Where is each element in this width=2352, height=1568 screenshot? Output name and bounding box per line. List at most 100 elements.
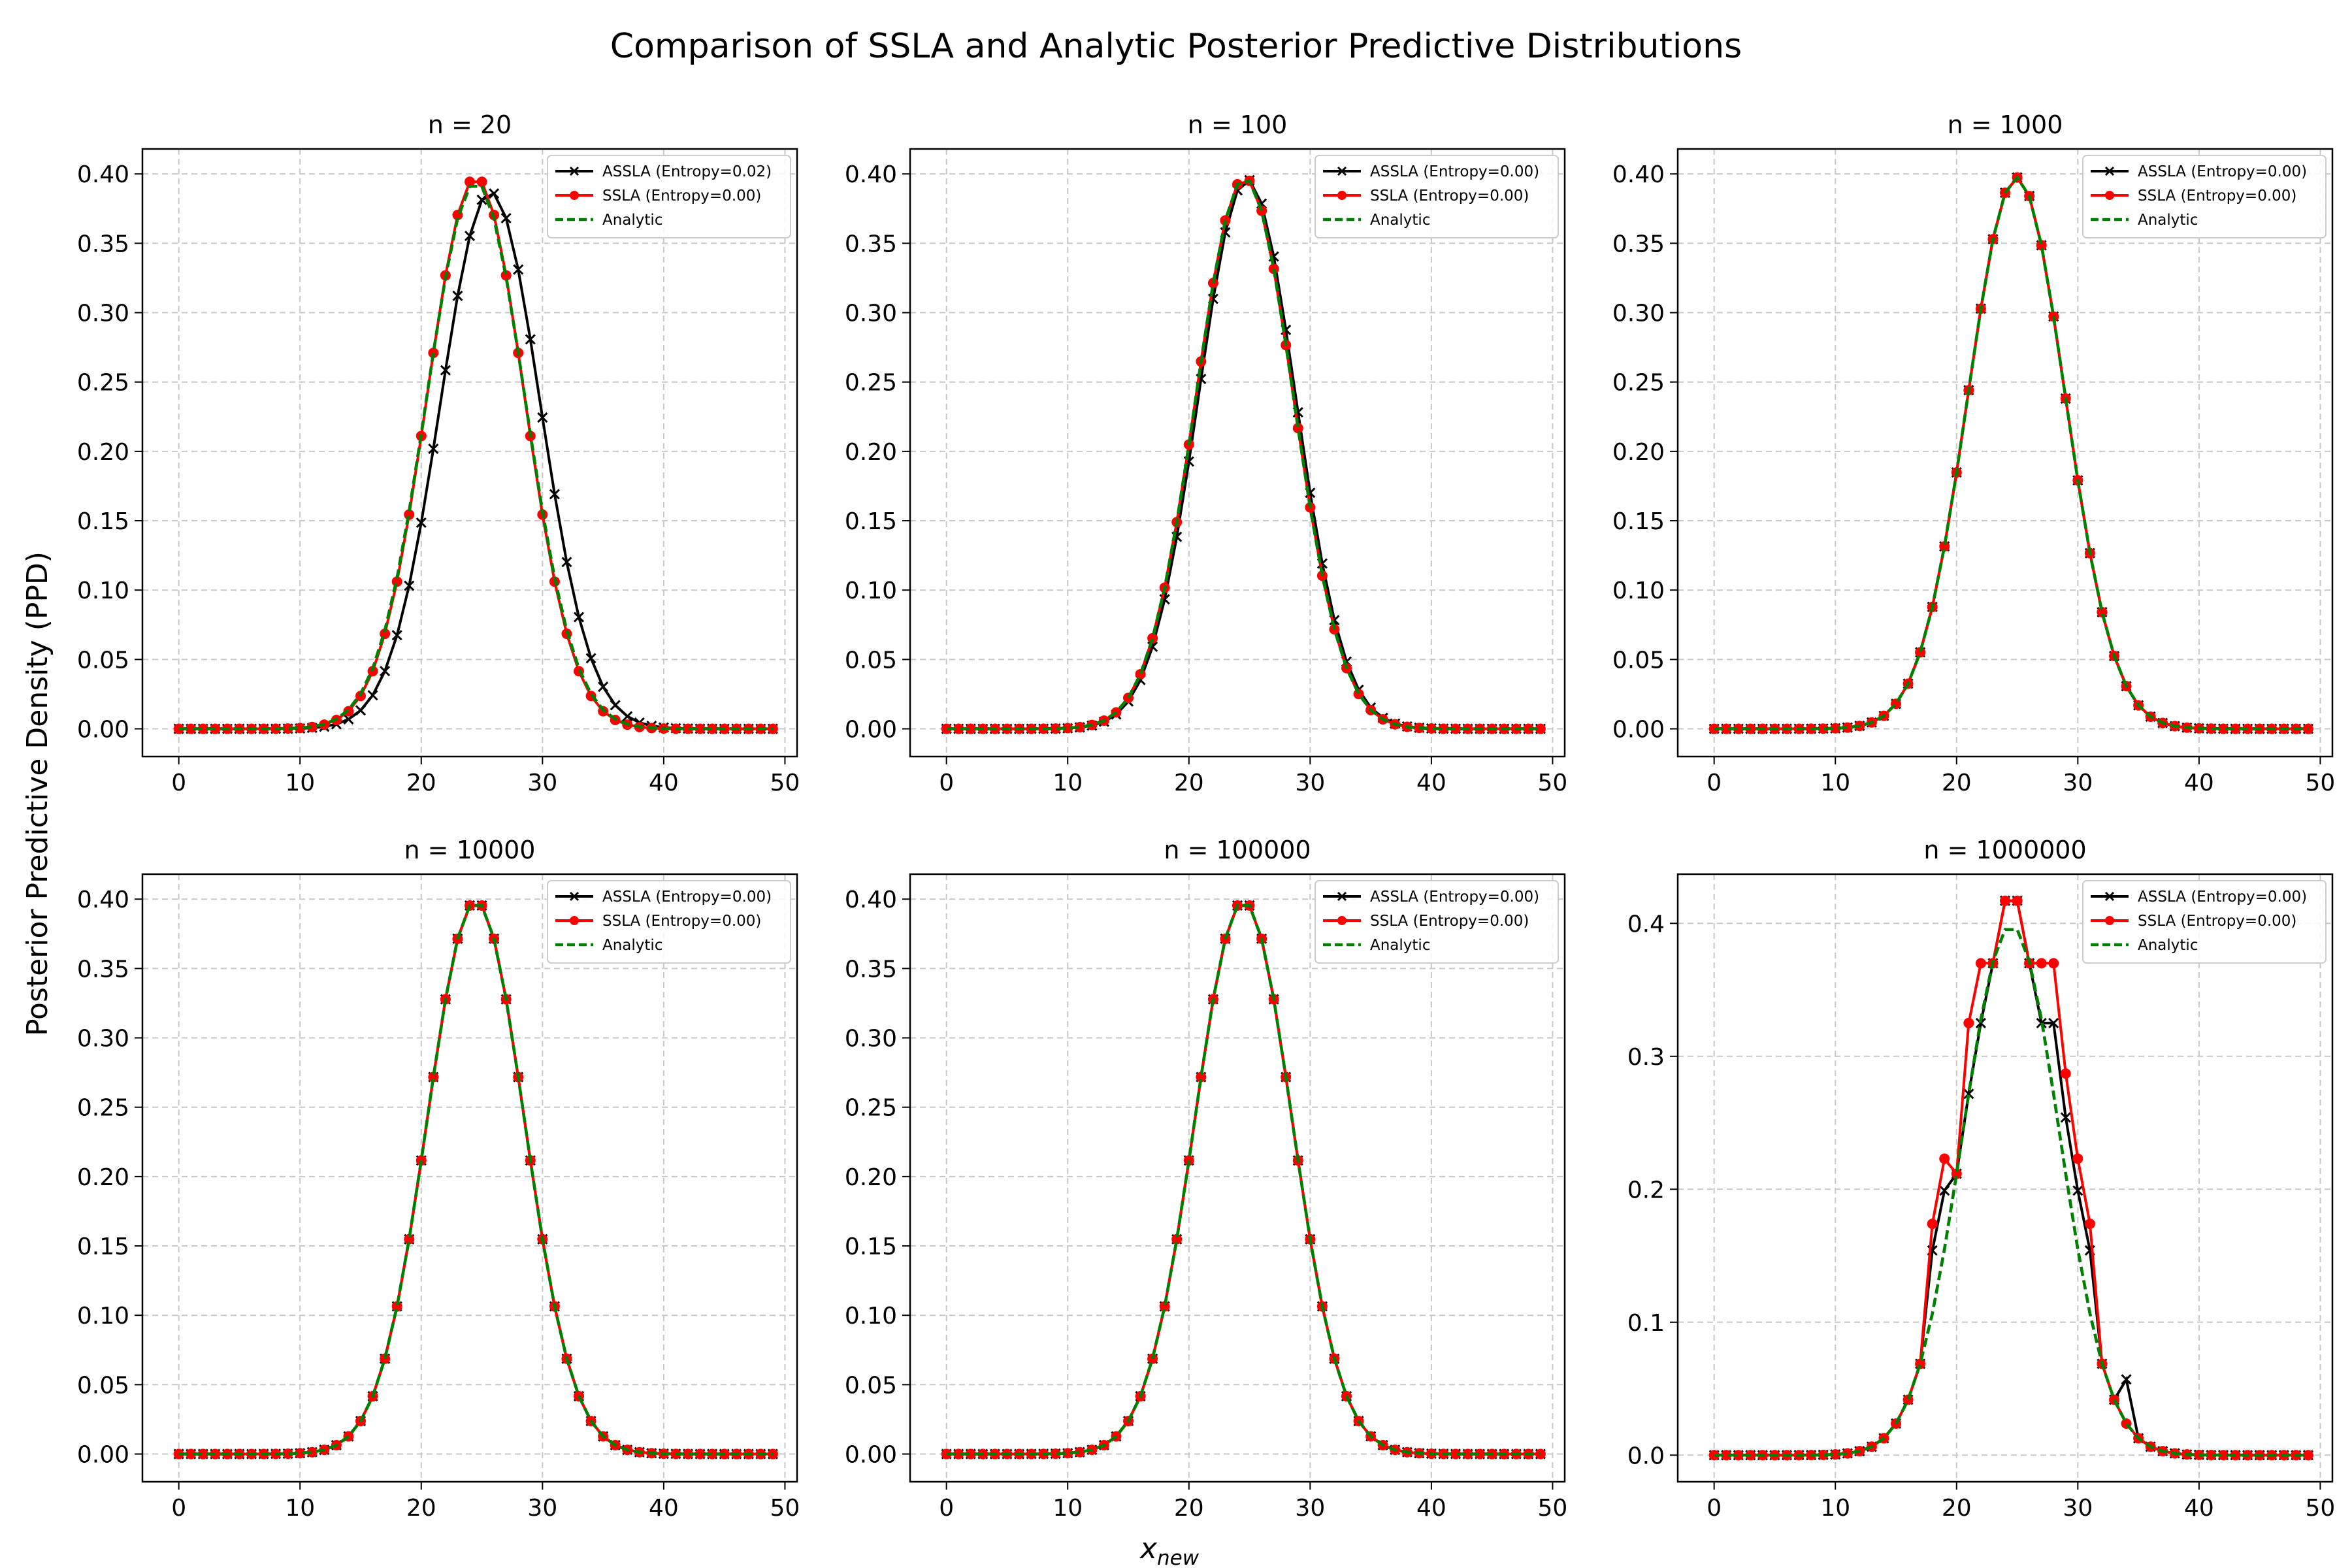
subplot-title: n = 1000 [1948,110,2063,139]
ssla-point [404,509,415,520]
y-tick-label: 0.15 [77,1233,129,1260]
legend-marker-assla [569,891,580,902]
x-tick-label: 50 [2306,1495,2336,1522]
ssla-point [306,721,318,732]
ssla-point [1062,723,1073,734]
ssla-point [1733,723,1744,734]
y-tick-label: 0.1 [1627,1310,1665,1337]
x-tick-label: 0 [939,770,954,796]
y-tick-label: 0.05 [77,647,129,674]
ssla-point [282,1448,293,1460]
x-tick-label: 20 [1174,770,1204,796]
y-tick-label: 0.25 [1612,370,1665,397]
assla-point [500,212,512,223]
ssla-point [295,723,306,734]
y-tick-label: 0.4 [1627,911,1665,938]
legend-label: SSLA (Entropy=0.00) [1370,188,1529,204]
y-tick-label: 0.20 [77,439,129,466]
ssla-point [707,1448,718,1460]
ssla-point [1818,723,1829,734]
y-tick-label: 0.20 [1612,439,1665,466]
ssla-point [1939,541,1950,552]
legend-label: Analytic [1370,212,1430,229]
x-tick-label: 50 [2306,770,2336,796]
y-tick-label: 0.15 [1612,508,1665,535]
subplot-title: n = 100 [1188,110,1288,139]
ssla-point [2218,723,2229,734]
x-tick-label: 0 [171,1495,186,1522]
ssla-point [1426,723,1437,734]
y-tick-label: 0.20 [77,1164,129,1191]
analytic-line-overlay [1714,174,2308,730]
legend: ASSLA (Entropy=0.00) SSLA (Entropy=0.00) A… [2082,155,2327,238]
ssla-point [2060,1068,2071,1079]
ssla-point [1903,1394,1914,1405]
ssla-point [173,723,184,734]
ssla-point [404,1233,415,1245]
assla-point [2121,1374,2132,1385]
assla-point [2072,1185,2083,1196]
legend: ASSLA (Entropy=0.00) SSLA (Entropy=0.00) A… [1315,880,1559,964]
ssla-point [1475,1448,1486,1460]
x-tick-label: 20 [406,1495,436,1522]
ssla-point [683,1448,693,1460]
ssla-point [1915,1358,1926,1369]
ssla-point [197,723,208,734]
ssla-point [1975,958,1986,969]
y-tick-label: 0.40 [77,161,129,188]
y-tick-label: 0.20 [845,439,897,466]
ssla-point [295,1448,306,1459]
ssla-point [1159,1301,1170,1312]
y-tick-label: 0.00 [77,717,129,743]
ssla-point [953,723,964,734]
subplot-title: n = 20 [428,110,512,139]
x-tick-label: 10 [1053,1495,1083,1522]
assla-point [622,711,633,722]
subplot-6: n = 1000000 0 10 20 30 40 50 0.0 0.1 0.2 0.3 0.4 ASS… [1627,836,2336,1522]
ssla-point [694,1448,706,1460]
assla-point [416,517,427,529]
y-tick-label: 0.00 [845,1442,897,1469]
analytic-line-overlay [946,179,1541,730]
x-tick-label: 20 [406,770,436,796]
ssla-point [465,176,475,188]
y-tick-label: 0.0 [1627,1443,1665,1469]
legend-box [2082,880,2327,964]
x-tick-label: 30 [1295,1495,1325,1522]
legend-label: ASSLA (Entropy=0.02) [602,163,772,180]
ssla-point [1147,1353,1158,1364]
y-tick-label: 0.35 [77,956,129,983]
y-tick-label: 0.35 [845,231,897,257]
ssla-point [1830,723,1841,734]
legend-label: Analytic [2138,937,2198,954]
x-tick-label: 20 [1942,770,1972,796]
assla-point [440,365,451,376]
ssla-point [1927,1218,1938,1230]
x-tick-label: 0 [1707,770,1722,796]
ssla-point [1292,423,1303,434]
ssla-point [197,1448,208,1460]
y-tick-label: 0.25 [77,370,129,397]
ssla-point [428,1071,439,1083]
ssla-point [683,723,693,734]
ssla-point [1062,1448,1073,1459]
x-tick-label: 50 [770,770,800,796]
assla-point [549,489,560,500]
y-tick-label: 0.35 [77,231,129,257]
ssla-point [2036,958,2047,969]
assla-point [561,557,572,568]
assla-point [537,412,548,423]
ssla-point [1842,722,1853,733]
legend-box [547,155,791,238]
y-tick-label: 0.05 [845,647,897,674]
legend: ASSLA (Entropy=0.00) SSLA (Entropy=0.00) A… [1315,155,1559,238]
ssla-point [2048,958,2059,969]
y-tick-label: 0.35 [1612,231,1665,257]
legend-box [1315,155,1559,238]
subplot-title: n = 10000 [404,836,536,864]
y-tick-label: 0.30 [845,301,897,327]
y-tick-label: 0.40 [77,887,129,913]
ssla-point [1708,723,1720,734]
ssla-point [2084,1218,2095,1230]
ssla-point [1523,723,1534,734]
